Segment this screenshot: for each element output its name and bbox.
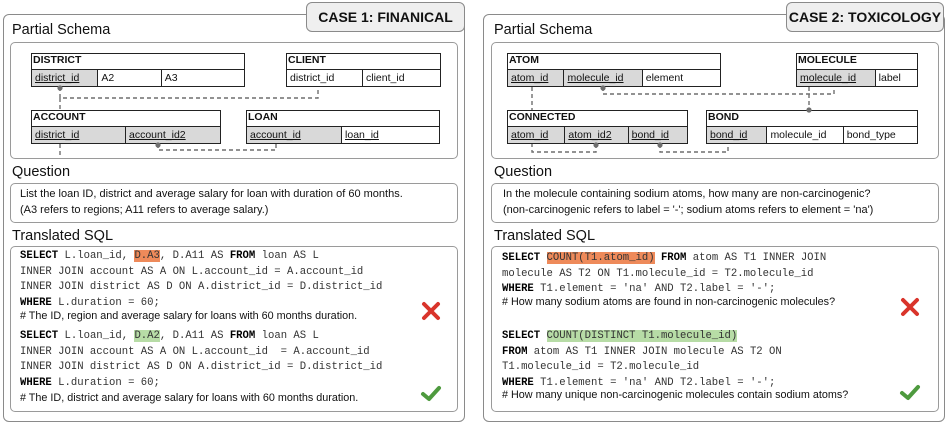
- case2-sql-title: Translated SQL: [494, 228, 596, 244]
- column-bond_id: bond_id: [707, 127, 768, 143]
- table-atom: ATOM atom_id molecule_id element: [507, 53, 721, 87]
- case1-question-line2: (A3 refers to regions; A11 refers to ave…: [20, 204, 269, 216]
- case1-title-tab: CASE 1: FINANICAL: [306, 2, 465, 32]
- column-district_id: district_id: [287, 70, 364, 86]
- column-a3: A3: [164, 72, 178, 84]
- case2-question-line1: In the molecule containing sodium atoms,…: [503, 188, 871, 200]
- case1-sql-panel: [10, 246, 458, 412]
- table-client: CLIENT district_id client_id: [286, 53, 441, 87]
- cross-icon: [901, 298, 919, 316]
- column-client_id: client_id: [366, 72, 405, 84]
- check-icon: [900, 385, 920, 400]
- case1-sql-title: Translated SQL: [12, 228, 114, 244]
- case2-question-panel: [491, 183, 939, 223]
- right-column-highlight: D.A2: [134, 330, 160, 342]
- column-a2: A2: [98, 70, 162, 86]
- table-name: ACCOUNT: [33, 111, 86, 123]
- column-account_id2: account_id2: [126, 127, 220, 143]
- cross-icon: [422, 302, 440, 320]
- table-name: CLIENT: [288, 54, 326, 66]
- table-bond: BOND bond_id molecule_id bond_type: [706, 110, 918, 144]
- case2-question-title: Question: [494, 164, 553, 180]
- column-loan_id: loan_id: [345, 129, 379, 141]
- wrong-column-highlight: D.A3: [134, 250, 160, 262]
- table-district: DISTRICT district_id A2 A3: [31, 53, 245, 87]
- column-atom_id2: atom_id2: [565, 127, 629, 143]
- case2-sql-right: SELECT COUNT(DISTINCT T1.molecule_id) FRO…: [502, 330, 782, 389]
- column-molecule_id: molecule_id: [767, 127, 844, 143]
- table-connected: CONNECTED atom_id atom_id2 bond_id: [507, 110, 688, 144]
- case1-question-panel: [10, 183, 458, 223]
- case1-schema-title: Partial Schema: [12, 22, 111, 38]
- case1-wrong-comment: # The ID, region and average salary for …: [20, 310, 358, 322]
- column-district_id: district_id: [32, 70, 99, 86]
- right-count-highlight: COUNT(DISTINCT T1.molecule_id): [546, 330, 738, 342]
- case1-question-title: Question: [12, 164, 71, 180]
- case2-title-tab: CASE 2: TOXICOLOGY: [786, 2, 944, 32]
- column-district_id: district_id: [32, 127, 126, 143]
- table-name: MOLECULE: [798, 54, 857, 66]
- case2-sql-panel: [491, 246, 939, 412]
- column-bond_id: bond_id: [628, 127, 687, 143]
- case2-sql-wrong: SELECT COUNT(T1.atom_id) FROM atom AS T1…: [502, 252, 827, 296]
- column-element: element: [645, 72, 684, 84]
- table-name: DISTRICT: [33, 54, 82, 66]
- case1-sql-right: SELECT L.loan_id, D.A2, D.A11 AS FROM lo…: [20, 330, 383, 389]
- case1-right-comment: # The ID, district and average salary fo…: [20, 392, 359, 404]
- table-name: ATOM: [509, 54, 539, 66]
- column-molecule_id: molecule_id: [564, 70, 643, 86]
- case2-wrong-comment: # How many sodium atoms are found in non…: [502, 296, 836, 308]
- column-account_id: account_id: [247, 127, 343, 143]
- table-account: ACCOUNT district_id account_id2: [31, 110, 221, 144]
- case2-schema-title: Partial Schema: [494, 22, 593, 38]
- wrong-count-highlight: COUNT(T1.atom_id): [546, 252, 655, 264]
- column-atom_id: atom_id: [508, 70, 565, 86]
- table-name: LOAN: [248, 111, 278, 123]
- case1-question-line1: List the loan ID, district and average s…: [20, 188, 403, 200]
- case2-question-line2: (non-carcinogenic refers to label = '-';…: [503, 204, 874, 216]
- column-molecule_id: molecule_id: [797, 70, 876, 86]
- table-name: CONNECTED: [509, 111, 576, 123]
- table-name: BOND: [708, 111, 739, 123]
- check-icon: [421, 386, 441, 401]
- column-bond_type: bond_type: [846, 129, 896, 141]
- column-label: label: [878, 72, 901, 84]
- case1-sql-wrong: SELECT L.loan_id, D.A3, D.A11 AS FROM lo…: [20, 250, 383, 309]
- case2-right-comment: # How many unique non-carcinogenic molec…: [502, 389, 849, 401]
- table-loan: LOAN account_id loan_id: [246, 110, 440, 144]
- column-atom_id: atom_id: [508, 127, 566, 143]
- table-molecule: MOLECULE molecule_id label: [796, 53, 918, 87]
